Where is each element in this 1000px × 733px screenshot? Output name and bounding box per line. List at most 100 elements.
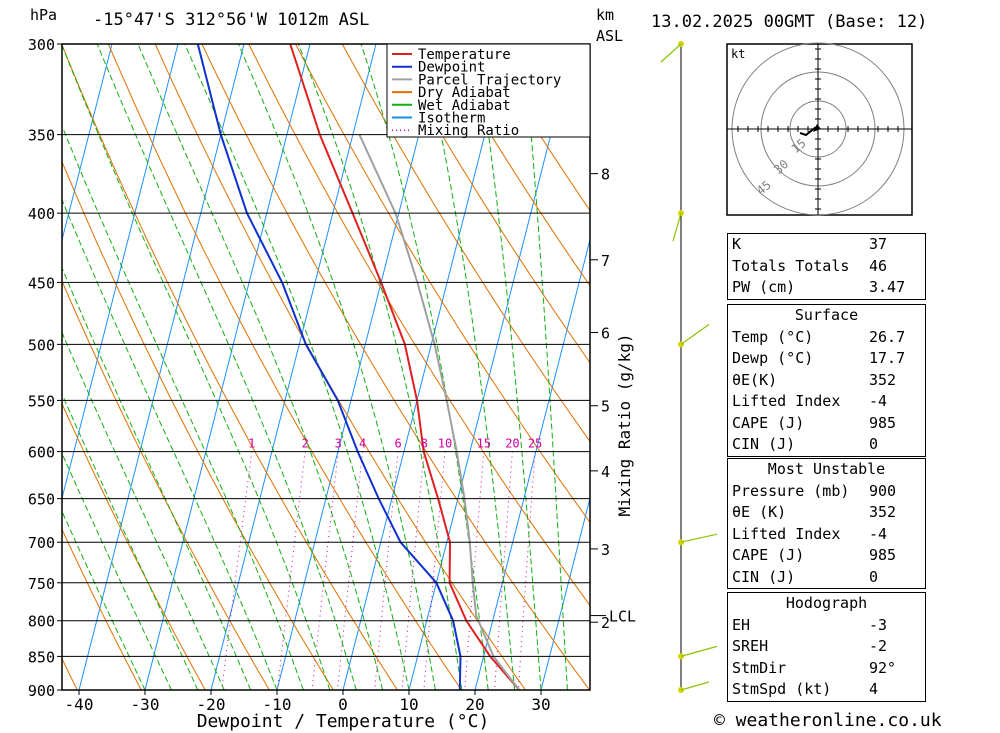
- height-tick-label: 3: [601, 541, 610, 559]
- temperature-tick-label: -10: [263, 695, 292, 714]
- temperature-tick-label: -30: [131, 695, 160, 714]
- parcel-trajectory-line: [358, 134, 520, 690]
- height-tick-label: 2: [601, 614, 610, 632]
- wet-adiabat-line: [184, 44, 410, 690]
- pressure-tick-label: 900: [28, 682, 55, 700]
- storm-motion-marker: [813, 124, 821, 132]
- wind-barb: [672, 212, 682, 242]
- wet-adiabat-line: [522, 44, 568, 690]
- pressure-tick-label: 600: [28, 444, 55, 462]
- dry-adiabat-line: [62, 528, 142, 690]
- dry-adiabat-line: [295, 44, 590, 524]
- mixing-ratio-label: 20: [505, 437, 519, 451]
- mixing-ratio-axis-label: Mixing Ratio (g/kg): [615, 333, 634, 516]
- mu-row-pressure: Pressure (mb) 900: [732, 481, 897, 500]
- lcl-label: LCL: [609, 608, 636, 626]
- dry-adiabat-line: [341, 44, 590, 443]
- index-row-pw: PW (cm) 3.47: [732, 278, 906, 296]
- hodo-row-stmspd: StmSpd (kt) 4: [732, 680, 879, 698]
- temperature-tick-label: 30: [531, 695, 550, 714]
- temperature-tick-label: 0: [338, 695, 348, 714]
- hodograph-unit-label: kt: [731, 47, 745, 61]
- pressure-tick-label: 300: [28, 36, 55, 54]
- indices-table-top: K 37 Totals Totals 46 PW (cm) 3.47: [727, 233, 926, 300]
- pressure-tick-label: 700: [28, 534, 55, 552]
- pressure-tick-label: 500: [28, 336, 55, 354]
- mixing-ratio-line: [221, 451, 253, 690]
- mixing-ratio-label: 6: [394, 437, 401, 451]
- mixing-ratio-label: 4: [359, 437, 366, 451]
- mixing-ratio-label: 2: [302, 437, 309, 451]
- height-unit-asl: ASL: [596, 27, 624, 45]
- isotherm-line: [78, 44, 245, 690]
- mixing-ratio-label: 10: [438, 437, 452, 451]
- surface-row-dewp: Dewp (°C) 17.7: [732, 349, 906, 367]
- mixing-ratio-line: [337, 451, 364, 690]
- temperature-line: [289, 44, 520, 690]
- pressure-tick-label: 650: [28, 491, 55, 509]
- mixing-ratio-label: 3: [335, 437, 342, 451]
- surface-row-temp: Temp (°C) 26.7: [732, 327, 906, 346]
- wet-adiabat-line: [420, 44, 516, 690]
- mixing-ratio-line: [374, 451, 399, 690]
- pressure-tick-label: 400: [28, 205, 55, 223]
- mixing-ratio-label: 1: [248, 437, 255, 451]
- wet-adiabat-line: [360, 44, 489, 690]
- legend-label: Isotherm: [418, 111, 485, 127]
- height-unit-label: km: [596, 6, 615, 24]
- height-tick-label: 7: [601, 252, 610, 270]
- wet-adiabat-line: [62, 124, 304, 690]
- wind-barb: [680, 645, 718, 657]
- isotherm-line: [408, 44, 575, 690]
- legend-label: Parcel Trajectory: [418, 72, 561, 88]
- most-unstable-table: Most Unstable Pressure (mb) 900 θE (K) 352…: [727, 458, 926, 589]
- wet-adiabat-line: [62, 452, 172, 690]
- hodo-row-eh: EH -3: [732, 615, 888, 634]
- temperature-tick-label: -20: [197, 695, 226, 714]
- plot-border: [61, 43, 591, 691]
- height-tick-label: 5: [601, 398, 610, 416]
- height-tick-label: 8: [601, 166, 610, 184]
- mixing-ratio-label: 15: [477, 437, 491, 451]
- legend-label: Mixing Ratio: [418, 123, 519, 139]
- dry-adiabat-line: [248, 44, 590, 607]
- legend-label: Wet Adiabat: [418, 98, 511, 114]
- legend-label: Temperature: [418, 47, 511, 63]
- hodograph-table: Hodograph EH -3 SREH -2 StmDir 92° StmSpd (…: [727, 592, 926, 702]
- temperature-tick-label: -40: [65, 695, 94, 714]
- legend-label: Dewpoint: [418, 60, 485, 76]
- location-title: -15°47'S 312°56'W 1012m ASL: [93, 10, 370, 30]
- surface-row-cape: CAPE (J) 985: [732, 413, 897, 432]
- mixing-ratio-line: [277, 451, 306, 690]
- surface-table: Surface Temp (°C) 26.7 Dewp (°C) 17.7 θE(K…: [727, 304, 926, 457]
- pressure-tick-label: 350: [28, 127, 55, 145]
- wet-adiabat-line: [137, 44, 384, 690]
- isotherm-line: [62, 44, 179, 501]
- mixing-ratio-label: 25: [528, 437, 542, 451]
- pressure-tick-label: 750: [28, 575, 55, 593]
- surface-row-li: Lifted Index -4: [732, 392, 888, 410]
- wind-barb: [680, 533, 718, 543]
- dry-adiabat-line: [950, 44, 1000, 690]
- isotherm-line: [276, 44, 443, 690]
- credit-text: © weatheronline.co.uk: [714, 710, 942, 731]
- mu-row-cin: CIN (J) 0: [732, 567, 879, 586]
- index-row-totals: Totals Totals 46: [732, 256, 888, 275]
- mixing-ratio-line: [494, 451, 513, 690]
- legend-box: [386, 43, 591, 138]
- height-tick-label: 4: [601, 463, 610, 481]
- mu-row-cape: CAPE (J) 985: [732, 546, 897, 564]
- wet-adiabat-line: [62, 44, 331, 690]
- mixing-ratio-line: [311, 451, 339, 690]
- pressure-tick-label: 450: [28, 274, 55, 292]
- wet-adiabat-line: [62, 510, 146, 690]
- x-axis-label: Dewpoint / Temperature (°C): [197, 711, 490, 732]
- height-tick-label: 6: [601, 324, 610, 342]
- surface-row-thetae: θE(K) 352: [732, 370, 897, 389]
- legend-label: Dry Adiabat: [418, 85, 511, 101]
- temperature-tick-label: 10: [399, 695, 418, 714]
- hodo-row-stmdir: StmDir 92°: [732, 658, 897, 677]
- pressure-tick-label: 850: [28, 648, 55, 666]
